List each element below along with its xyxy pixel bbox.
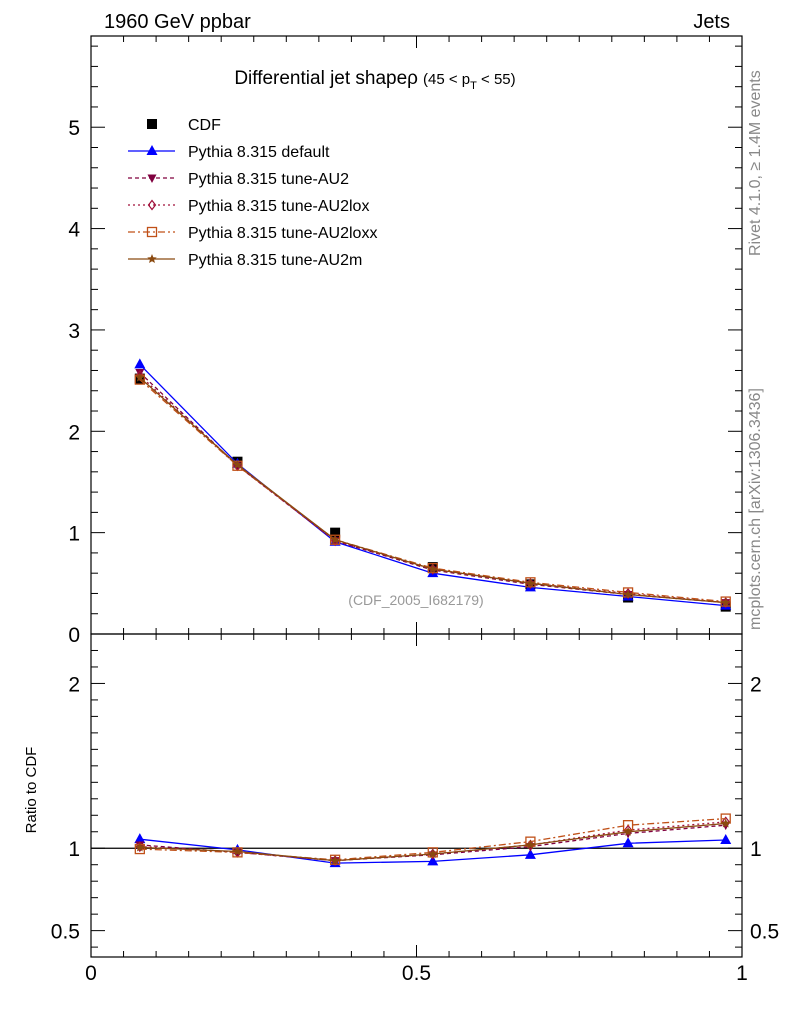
main-point-pythia-8-315-tune-au2m [330,534,340,544]
legend-label: Pythia 8.315 default [188,144,330,161]
main-point-pythia-8-315-tune-au2m [525,578,536,588]
main-ytick-label: 4 [68,219,80,242]
ratio-panel: 0.5 0.51 12 20 0.5 1 [51,633,779,985]
analysis-watermark: (CDF_2005_I682179) [348,592,483,608]
header-left-label: 1960 GeV ppbar [104,11,251,33]
main-ytick-label: 0 [68,624,80,647]
main-point-pythia-8-315-tune-au2m [135,372,145,382]
ratio-ytick-label-right: 0.5 [750,921,779,944]
ratio-point-pythia-8-315-default [427,855,439,866]
ratio-point-pythia-8-315-default [524,848,536,859]
ratio-point-pythia-8-315-default [720,833,732,844]
main-ytick-label: 2 [68,421,80,444]
legend-entry-pythia-8-315-tune-au2m: Pythia 8.315 tune-AU2m [128,252,362,269]
main-point-pythia-8-315-tune-au2m [232,459,243,469]
ratio-point-pythia-8-315-tune-au2m [428,849,438,859]
main-point-pythia-8-315-tune-au2lox [623,587,633,599]
ratio-ytick-label-right: 1 [750,838,762,861]
ratio-point-pythia-8-315-tune-au2loxx [427,847,438,858]
mcplots-source-label: mcplots.cern.ch [arXiv:1306.3436] [747,388,764,630]
main-point-pythia-8-315-tune-au2m [623,589,633,599]
main-ytick-label: 3 [68,320,80,343]
legend-label: Pythia 8.315 tune-AU2 [188,171,349,188]
main-point-pythia-8-315-tune-au2loxx [720,596,731,607]
ratio-ytick-label: 2 [68,673,80,696]
ratio-point-pythia-8-315-tune-au2m [232,846,243,856]
main-point-pythia-8-315-tune-au2m [720,597,731,607]
ratio-ytick-label: 0.5 [51,921,80,944]
ratio-xtick-label: 0.5 [402,962,431,985]
ratio-ytick-label-right: 2 [750,673,762,696]
main-point-cdf [330,527,341,538]
ratio-ytick-label: 1 [68,838,80,861]
legend-label: CDF [188,117,221,134]
legend: CDF Pythia 8.315 default Pythia 8.315 tune… [128,117,377,269]
ratio-point-pythia-8-315-tune-au2lox [623,824,633,836]
legend-label: Pythia 8.315 tune-AU2m [188,252,362,269]
main-point-pythia-8-315-tune-au2loxx [622,587,634,598]
ratio-point-pythia-8-315-tune-au2m [330,855,340,865]
legend-marker [147,199,157,211]
ratio-point-pythia-8-315-tune-au2m [623,826,633,836]
ratio-xtick-label: 1 [736,962,748,985]
main-title-cut-start: (45 < p [423,71,470,88]
ratio-series-pythia-8-315-tune-au2lox [135,816,730,867]
main-panel: 0 1 2 3 4 5 CDF Pythia 8.315 default Pythia 8.31… [68,35,743,647]
main-title-cut-sub: T [470,80,477,92]
ratio-point-pythia-8-315-tune-au2m [720,818,731,828]
legend-entry-pythia-8-315-default: Pythia 8.315 default [128,144,330,161]
ratio-frame [90,633,743,958]
legend-marker [146,226,158,238]
main-ytick-label: 5 [68,117,80,140]
ratio-point-pythia-8-315-default [622,837,634,848]
ratio-point-pythia-8-315-default [134,833,146,844]
legend-marker [147,254,157,264]
ratio-series-pythia-8-315-tune-au2m [135,818,731,865]
rivet-version-label: Rivet 4.1.0, ≥ 1.4M events [747,70,764,256]
legend-marker [146,145,158,155]
ratio-point-pythia-8-315-tune-au2lox [721,816,730,828]
legend-label: Pythia 8.315 tune-AU2loxx [188,225,377,242]
main-series-pythia-8-315-tune-au2m [135,372,731,607]
main-title: Differential jet shapeρ [234,68,418,89]
main-point-pythia-8-315-tune-au2m [428,564,438,574]
ratio-point-pythia-8-315-tune-au2m [135,842,145,852]
header-right-label: Jets [693,11,730,33]
ratio-series-pythia-8-315-tune-au2loxx [134,813,731,865]
main-title-cut-end: < 55) [477,71,516,88]
main-title-cut: (45 < pT < 55) [423,71,516,92]
main-series-pythia-8-315-tune-au2 [135,369,731,608]
legend-marker [147,119,157,129]
legend-entry-cdf: CDF [147,117,221,134]
legend-entry-pythia-8-315-tune-au2loxx: Pythia 8.315 tune-AU2loxx [128,225,377,242]
ratio-point-pythia-8-315-tune-au2m [525,839,536,849]
main-ytick-label: 1 [68,523,80,546]
main-point-pythia-8-315-default [134,358,146,369]
ratio-xtick-label: 0 [85,962,97,985]
ratio-y-axis-label: Ratio to CDF [23,747,40,834]
ratio-line-pythia-8-315-tune-au2loxx [139,817,726,861]
legend-label: Pythia 8.315 tune-AU2lox [188,198,369,215]
legend-marker [147,174,157,183]
legend-entry-pythia-8-315-tune-au2: Pythia 8.315 tune-AU2 [128,171,349,188]
legend-entry-pythia-8-315-tune-au2lox: Pythia 8.315 tune-AU2lox [128,198,369,215]
